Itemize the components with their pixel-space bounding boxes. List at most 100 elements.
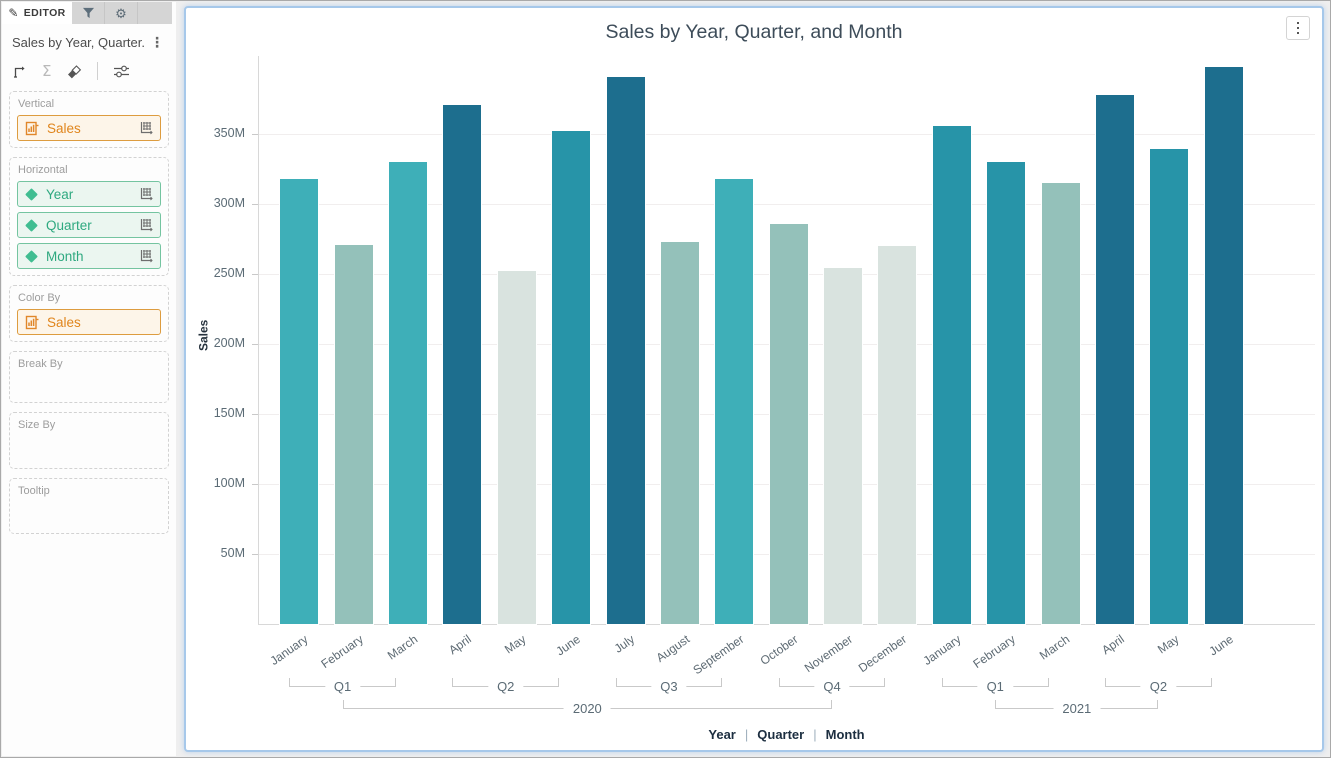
bar-march-2[interactable] (388, 162, 427, 624)
bar-november-10[interactable] (824, 268, 863, 624)
bar-march-14[interactable] (1041, 183, 1080, 624)
dimension-diamond-icon (25, 249, 38, 263)
bar-may-4[interactable] (497, 271, 536, 624)
bar-august-7[interactable] (660, 241, 699, 624)
pill-quarter-horizontal[interactable]: Quarter (17, 212, 161, 238)
grid-icon[interactable] (139, 187, 153, 201)
well-label-color-by: Color By (18, 292, 61, 304)
well-color-by: Color By Sales (9, 285, 169, 342)
quarter-bracket-label: Q2 (488, 679, 524, 694)
tab-editor-label: EDITOR (23, 7, 66, 19)
x-label-month-text: March (1037, 632, 1073, 663)
aggregation-button[interactable]: Σ (42, 62, 51, 80)
x-label-month-text: August (653, 632, 692, 665)
eraser-icon (68, 64, 82, 78)
y-tick-label: 300M (213, 196, 245, 210)
grid-icon[interactable] (139, 121, 153, 135)
footer-separator: | (813, 727, 817, 742)
dimension-diamond-icon (25, 187, 38, 201)
chart-menu-button[interactable] (1286, 16, 1310, 40)
bar-july-6[interactable] (606, 76, 645, 624)
bar-june-5[interactable] (552, 131, 591, 624)
tab-filters[interactable] (72, 2, 105, 24)
pill-grid-button[interactable] (139, 121, 153, 135)
well-size-by[interactable]: Size By (9, 412, 169, 469)
well-tooltip[interactable]: Tooltip (9, 478, 169, 534)
x-label-month-text: January (920, 632, 964, 668)
quarter-bracket-2: Q3 (615, 678, 723, 694)
well-vertical: Vertical Sales (9, 91, 169, 148)
bar-may-16[interactable] (1150, 149, 1189, 624)
tab-editor[interactable]: ✎ EDITOR (2, 2, 72, 24)
widget-title: Sales by Year, Quarter... (12, 34, 146, 50)
gridline-350 (258, 134, 1315, 135)
gridline-300 (258, 204, 1315, 205)
gear-icon: ⚙ (115, 5, 127, 21)
pill-label: Quarter (46, 217, 92, 233)
pencil-icon: ✎ (8, 6, 19, 20)
well-label-break-by: Break By (18, 358, 63, 370)
year-bracket-2021: 2021 (995, 700, 1159, 716)
y-axis-line (258, 56, 259, 624)
x-axis-line (258, 624, 1315, 625)
x-label-month-text: April (1099, 632, 1127, 658)
options-sliders-button[interactable] (113, 64, 130, 79)
bar-april-3[interactable] (443, 104, 482, 624)
pill-sales-vertical[interactable]: Sales (17, 115, 161, 141)
year-bracket-2020: 2020 (342, 700, 833, 716)
x-label-month-text: December (855, 632, 910, 676)
pill-month-horizontal[interactable]: Month (17, 243, 161, 269)
footer-separator: | (744, 727, 749, 742)
well-break-by[interactable]: Break By (9, 351, 169, 403)
y-tick-mark (252, 134, 258, 135)
x-label-month-text: February (318, 632, 366, 672)
pill-grid-button[interactable] (139, 249, 153, 263)
tab-settings[interactable]: ⚙ (105, 2, 138, 24)
bar-april-15[interactable] (1096, 94, 1135, 624)
y-tick-mark (252, 414, 258, 415)
eraser-button[interactable] (66, 64, 82, 79)
bar-december-11[interactable] (878, 246, 917, 624)
toolbar-divider (97, 62, 99, 80)
well-label-tooltip: Tooltip (18, 485, 50, 497)
grid-icon[interactable] (139, 249, 153, 263)
bar-january-12[interactable] (932, 125, 971, 624)
bar-january-0[interactable] (280, 178, 319, 624)
corner-arrow-icon (14, 66, 25, 78)
y-tick-label: 250M (213, 266, 245, 280)
y-tick-mark (252, 274, 258, 275)
well-label-vertical: Vertical (18, 98, 55, 110)
pill-sales-color-by[interactable]: Sales (17, 309, 161, 335)
x-label-month-text: July (611, 632, 638, 656)
funnel-icon (82, 7, 94, 19)
bar-october-9[interactable] (769, 223, 808, 624)
widget-menu-button[interactable]: ⋮ (150, 33, 164, 50)
bar-february-1[interactable] (334, 244, 373, 624)
pill-year-horizontal[interactable]: Year (17, 181, 161, 207)
y-tick-mark (252, 344, 258, 345)
sigma-icon: Σ (42, 62, 52, 80)
dimension-diamond-icon (25, 218, 38, 232)
bar-june-17[interactable] (1204, 66, 1243, 624)
pill-grid-button[interactable] (139, 187, 153, 201)
sidebar-tabstrip: ✎ EDITOR ⚙ (2, 2, 172, 24)
y-tick-mark (252, 484, 258, 485)
quarter-bracket-label: Q4 (814, 679, 850, 694)
quarter-bracket-label: Q3 (651, 679, 687, 694)
quarter-bracket-5: Q2 (1105, 678, 1212, 694)
drill-hierarchy-button[interactable] (12, 64, 27, 79)
quarter-bracket-0: Q1 (289, 678, 396, 694)
x-axis-hierarchy-caption: Year | Quarter | Month (258, 727, 1315, 742)
x-label-month-text: March (384, 632, 420, 663)
y-tick-label: 100M (213, 476, 245, 490)
grid-icon[interactable] (139, 218, 153, 232)
chart-title: Sales by Year, Quarter, and Month (605, 21, 903, 43)
y-tick-label: 200M (213, 336, 245, 350)
bar-february-13[interactable] (987, 162, 1026, 624)
y-tick-mark (252, 554, 258, 555)
bar-september-8[interactable] (715, 178, 754, 624)
x-label-month-text: October (757, 632, 801, 668)
pill-grid-button[interactable] (139, 218, 153, 232)
y-tick-mark (252, 204, 258, 205)
